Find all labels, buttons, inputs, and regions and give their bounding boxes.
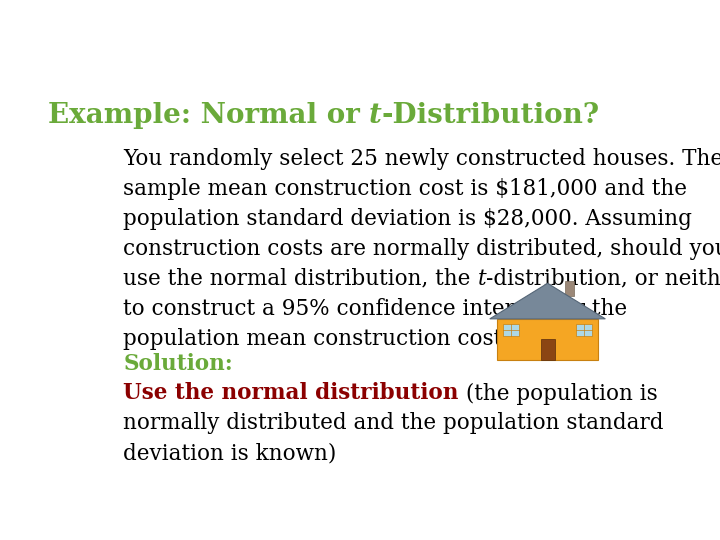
FancyBboxPatch shape — [498, 319, 598, 360]
Text: -Distribution?: -Distribution? — [382, 102, 600, 129]
Text: t: t — [369, 102, 382, 129]
FancyBboxPatch shape — [541, 340, 554, 360]
Text: (the population is: (the population is — [459, 382, 657, 404]
Text: construction costs are normally distributed, should you: construction costs are normally distribu… — [124, 238, 720, 260]
Text: You randomly select 25 newly constructed houses. The: You randomly select 25 newly constructed… — [124, 148, 720, 170]
Text: -distribution, or neither: -distribution, or neither — [486, 268, 720, 290]
FancyBboxPatch shape — [503, 325, 519, 336]
Text: normally distributed and the population standard: normally distributed and the population … — [124, 413, 664, 434]
Text: Use the normal distribution: Use the normal distribution — [124, 382, 459, 404]
Text: sample mean construction cost is $181,000 and the: sample mean construction cost is $181,00… — [124, 178, 688, 200]
Polygon shape — [490, 284, 606, 319]
Text: Example: Normal or: Example: Normal or — [48, 102, 369, 129]
Text: to construct a 95% confidence interval for the: to construct a 95% confidence interval f… — [124, 298, 628, 320]
Text: use the normal distribution, the: use the normal distribution, the — [124, 268, 478, 290]
Text: population mean construction cost?: population mean construction cost? — [124, 328, 514, 349]
Text: population standard deviation is $28,000. Assuming: population standard deviation is $28,000… — [124, 208, 693, 230]
FancyBboxPatch shape — [576, 325, 592, 336]
FancyBboxPatch shape — [565, 281, 574, 296]
Text: Solution:: Solution: — [124, 353, 233, 375]
Text: deviation is known): deviation is known) — [124, 442, 337, 464]
Text: t: t — [478, 268, 486, 290]
